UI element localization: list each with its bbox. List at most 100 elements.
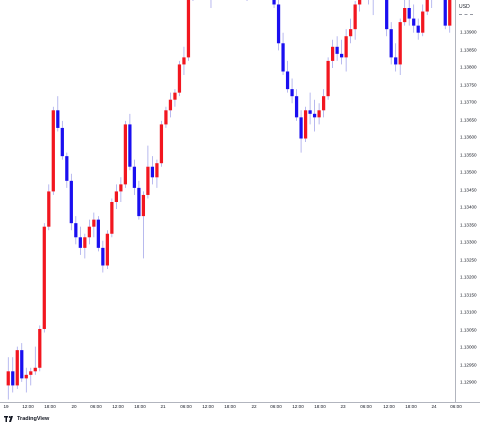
- candle-body-up: [182, 57, 186, 65]
- candle[interactable]: [403, 0, 407, 26]
- candle[interactable]: [101, 240, 105, 273]
- candle[interactable]: [42, 223, 46, 333]
- candle[interactable]: [128, 113, 132, 171]
- candle[interactable]: [105, 230, 109, 270]
- candle[interactable]: [51, 106, 55, 195]
- candle[interactable]: [367, 0, 370, 5]
- candle[interactable]: [290, 78, 294, 104]
- currency-label[interactable]: USD: [459, 4, 470, 10]
- candle[interactable]: [155, 159, 159, 188]
- candle[interactable]: [123, 120, 128, 188]
- time-tick-label: 19: [3, 404, 9, 409]
- candle[interactable]: [294, 89, 299, 121]
- candle-body-down: [56, 110, 60, 128]
- candle[interactable]: [326, 57, 330, 100]
- time-tick-label: 12:00: [383, 404, 395, 409]
- candle[interactable]: [430, 0, 433, 8]
- candle[interactable]: [168, 92, 173, 118]
- time-tick-label: 06:00: [360, 404, 372, 409]
- candle[interactable]: [443, 0, 447, 30]
- chart-pane[interactable]: [0, 0, 455, 402]
- candle[interactable]: [78, 226, 82, 255]
- candle[interactable]: [407, 0, 411, 26]
- candle[interactable]: [24, 367, 28, 393]
- candle[interactable]: [209, 0, 212, 8]
- time-tick-label: 06:00: [90, 404, 102, 409]
- candle[interactable]: [285, 60, 290, 93]
- candle[interactable]: [6, 357, 10, 400]
- candle[interactable]: [137, 180, 141, 220]
- price-axis[interactable]: [455, 0, 480, 402]
- candle[interactable]: [385, 0, 389, 37]
- candle[interactable]: [96, 216, 100, 252]
- candle[interactable]: [20, 343, 24, 382]
- candle[interactable]: [317, 103, 321, 125]
- candle-body-up: [92, 219, 96, 227]
- candle[interactable]: [87, 219, 91, 245]
- candle[interactable]: [164, 106, 168, 128]
- candle[interactable]: [245, 0, 248, 1]
- candle[interactable]: [92, 212, 96, 238]
- candle[interactable]: [358, 0, 362, 12]
- candle[interactable]: [389, 22, 393, 65]
- candle[interactable]: [340, 39, 344, 65]
- candle[interactable]: [132, 159, 137, 195]
- candle[interactable]: [110, 198, 114, 238]
- candle[interactable]: [186, 0, 191, 61]
- candle[interactable]: [448, 0, 452, 33]
- candle[interactable]: [69, 173, 73, 231]
- candle[interactable]: [159, 120, 164, 167]
- candle-body-up: [141, 194, 146, 217]
- candle[interactable]: [114, 184, 118, 210]
- candle[interactable]: [416, 18, 420, 40]
- brand-name: TradingView: [17, 416, 50, 422]
- candle[interactable]: [173, 89, 177, 107]
- candle[interactable]: [281, 32, 285, 76]
- candle[interactable]: [425, 0, 429, 16]
- candle[interactable]: [344, 29, 348, 72]
- time-tick-label: 20: [71, 404, 77, 409]
- candle[interactable]: [372, 0, 375, 16]
- candle[interactable]: [65, 152, 69, 188]
- candle[interactable]: [308, 92, 312, 125]
- candle[interactable]: [38, 325, 42, 372]
- candle[interactable]: [299, 110, 303, 153]
- price-tick-label: 1.12950: [460, 362, 477, 367]
- candle[interactable]: [11, 357, 15, 393]
- candle[interactable]: [119, 177, 123, 202]
- time-axis[interactable]: [0, 402, 480, 415]
- candle[interactable]: [47, 184, 51, 231]
- candle[interactable]: [353, 0, 357, 40]
- candle[interactable]: [83, 233, 87, 259]
- candle[interactable]: [146, 145, 150, 199]
- candle[interactable]: [60, 120, 64, 160]
- tradingview-logo[interactable]: TradingView: [4, 416, 49, 422]
- candle[interactable]: [56, 96, 60, 132]
- candle[interactable]: [15, 346, 19, 389]
- candle[interactable]: [272, 0, 276, 8]
- candle[interactable]: [33, 346, 37, 375]
- candle[interactable]: [74, 216, 78, 245]
- candle[interactable]: [177, 60, 182, 97]
- candle[interactable]: [276, 0, 281, 51]
- candle[interactable]: [335, 36, 339, 61]
- candle[interactable]: [141, 191, 146, 259]
- candle[interactable]: [191, 0, 194, 1]
- candle[interactable]: [150, 156, 155, 185]
- candle[interactable]: [349, 18, 353, 44]
- candle[interactable]: [398, 18, 402, 76]
- candle[interactable]: [182, 46, 186, 76]
- candle[interactable]: [330, 39, 335, 68]
- candle-body-up: [29, 371, 33, 375]
- candle[interactable]: [421, 4, 425, 37]
- candlestick-chart[interactable]: [0, 0, 455, 402]
- candle[interactable]: [412, 4, 416, 33]
- candle-body-down: [299, 117, 303, 139]
- price-tick-label: 1.13300: [460, 239, 477, 245]
- candle[interactable]: [29, 367, 33, 386]
- candle[interactable]: [321, 89, 326, 118]
- candle[interactable]: [312, 99, 317, 132]
- candle[interactable]: [394, 43, 398, 72]
- candle-body-down: [394, 57, 398, 65]
- candle[interactable]: [303, 106, 308, 143]
